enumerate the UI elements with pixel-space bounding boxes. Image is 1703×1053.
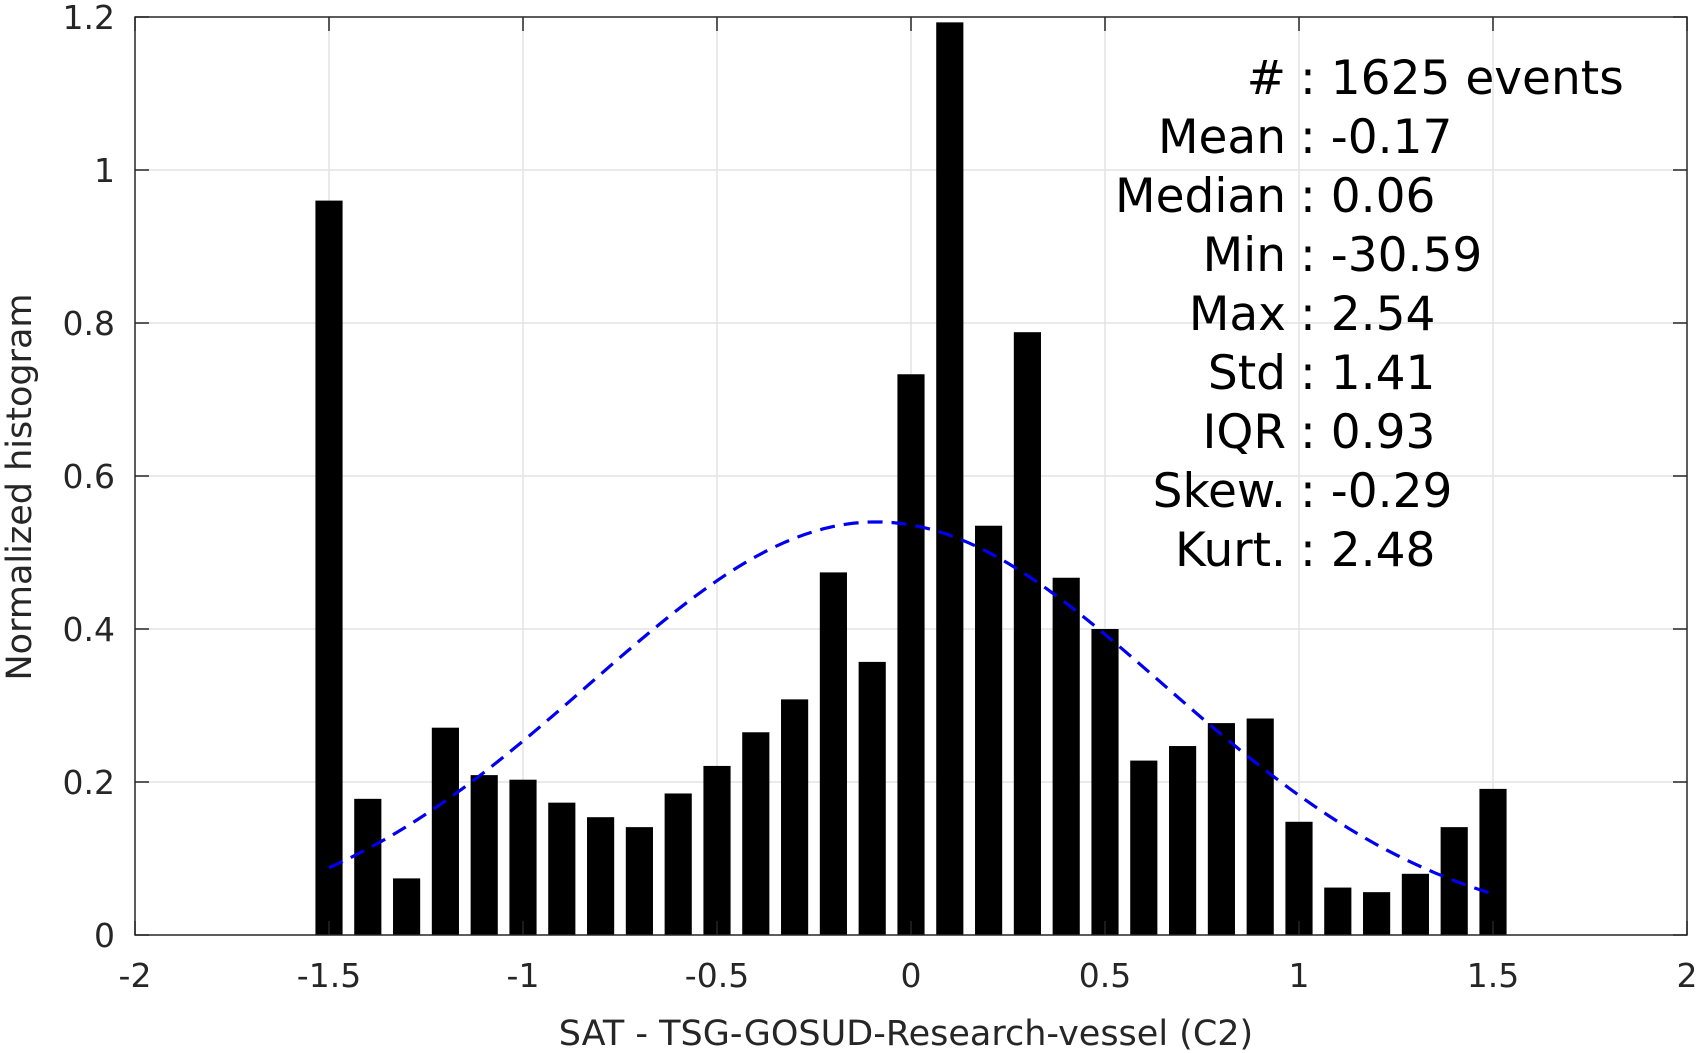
histogram-bar (781, 699, 809, 935)
y-tick-label: 1 (94, 151, 115, 190)
stat-value: : -0.17 (1300, 110, 1452, 165)
y-axis-title: Normalized histogram (0, 293, 40, 680)
y-tick-label: 0.6 (63, 457, 115, 496)
histogram-bar (1401, 873, 1429, 935)
stat-label: IQR (1202, 405, 1286, 460)
x-tick-label: -0.5 (685, 956, 749, 995)
stat-value: : 2.48 (1300, 523, 1435, 578)
histogram-bar (664, 793, 692, 935)
y-tick-label: 0.4 (63, 610, 115, 649)
x-tick-label: -1.5 (297, 956, 361, 995)
y-tick-label: 0 (94, 916, 115, 955)
y-tick-labels: 0 0.2 0.4 0.6 0.8 1 1.2 (63, 0, 115, 955)
y-tick-label: 0.8 (63, 304, 115, 343)
histogram-bar (1169, 746, 1197, 935)
x-tick-label: 0.5 (1079, 956, 1131, 995)
x-tick-label: 1 (1289, 956, 1310, 995)
histogram-bar (1246, 718, 1274, 935)
x-tick-label: 1.5 (1467, 956, 1519, 995)
histogram-bar (1324, 887, 1352, 935)
histogram-bar (936, 22, 964, 936)
stat-label: Skew. (1153, 464, 1286, 519)
x-tick-label: -1 (507, 956, 540, 995)
stat-value: : 0.06 (1300, 169, 1435, 224)
histogram-bar (1091, 629, 1119, 935)
histogram-bar (858, 661, 886, 935)
histogram-bar (587, 817, 615, 935)
histogram-bar (1130, 760, 1158, 935)
x-tick-label: 0 (901, 956, 922, 995)
histogram-bar (354, 798, 382, 935)
histogram-bar (470, 775, 498, 935)
stat-value: : 0.93 (1300, 405, 1435, 460)
histogram-bar (1479, 788, 1507, 935)
histogram-bar (897, 374, 925, 935)
y-tick-label: 1.2 (63, 0, 115, 37)
histogram-bar (975, 525, 1003, 935)
stat-value: : -0.29 (1300, 464, 1452, 519)
histogram-bar (1363, 892, 1391, 935)
histogram-bar (625, 827, 653, 935)
histogram-bar (509, 779, 537, 935)
stat-value: : 1625 events (1300, 51, 1624, 106)
stat-label: Kurt. (1175, 523, 1286, 578)
stat-label: Max (1189, 287, 1286, 342)
stat-value: : 1.41 (1300, 346, 1435, 401)
histogram-bar (1052, 577, 1080, 935)
stat-label: Median (1115, 169, 1286, 224)
histogram-bar (703, 765, 731, 935)
stat-label: Mean (1158, 110, 1286, 165)
stat-value: : 2.54 (1300, 287, 1435, 342)
histogram-bar (548, 802, 576, 935)
histogram-bar (742, 732, 770, 935)
histogram-bar (1285, 821, 1313, 935)
histogram-bar (1207, 723, 1235, 935)
x-tick-labels: -2 -1.5 -1 -0.5 0 0.5 1 1.5 2 (119, 956, 1698, 995)
stat-value: : -30.59 (1300, 228, 1482, 283)
histogram-bar (315, 200, 343, 936)
bars (315, 22, 1507, 936)
statistics-annotation: : 1625 events # : -0.17 Mean : 0.06 Median : … (1115, 51, 1624, 578)
histogram-bar (1013, 332, 1041, 935)
histogram-bar (393, 878, 421, 935)
axis-ticks (134, 16, 1688, 936)
y-tick-label: 0.2 (63, 763, 115, 802)
stat-label: # (1247, 51, 1286, 106)
x-tick-label: 2 (1677, 956, 1698, 995)
histogram-bar (819, 572, 847, 935)
x-axis-title: SAT - TSG-GOSUD-Research-vessel (C2) (559, 1014, 1253, 1053)
stat-label: Min (1203, 228, 1286, 283)
stat-label: Std (1208, 346, 1286, 401)
histogram-bar (431, 727, 459, 935)
x-tick-label: -2 (119, 956, 152, 995)
